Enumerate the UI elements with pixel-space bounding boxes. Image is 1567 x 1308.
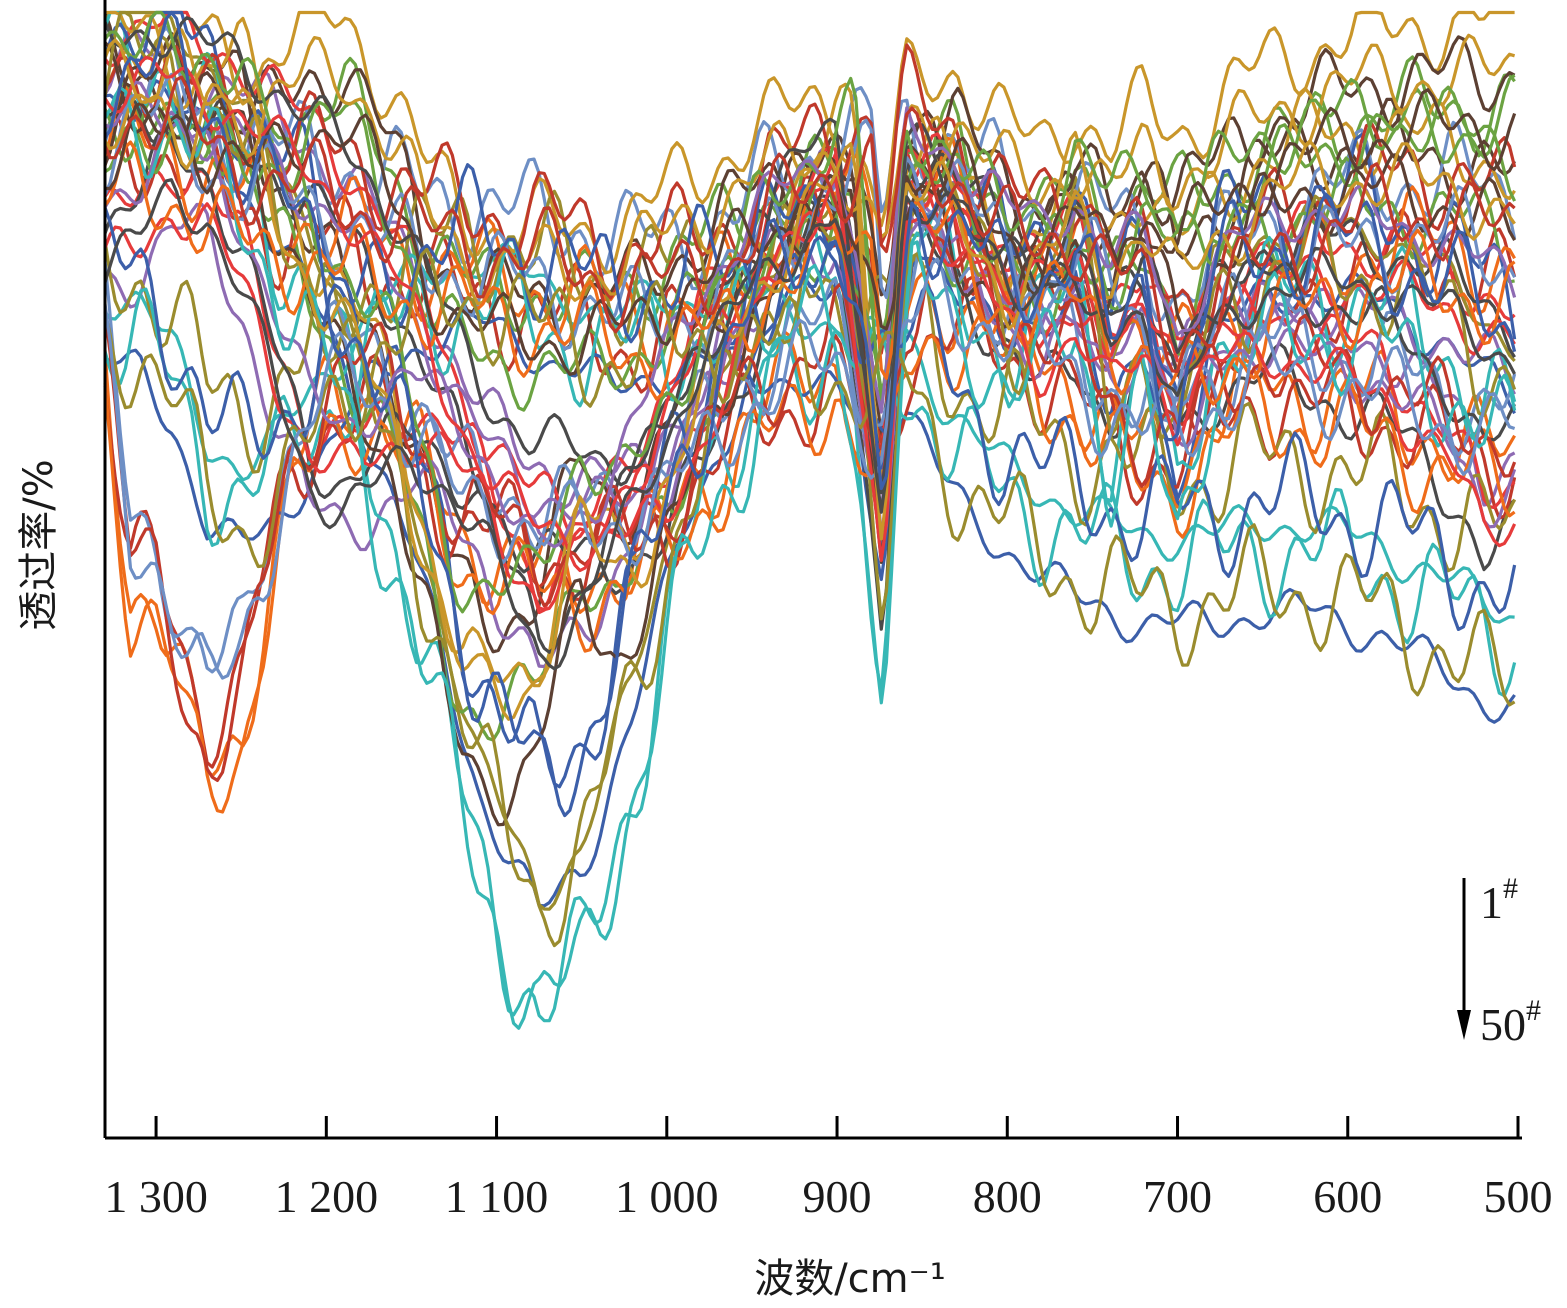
series-line-27 — [104, 74, 1516, 412]
series-line-31 — [103, 41, 1516, 827]
x-axis-tick-labels: 1 300 1 200 1 100 1 000 900 800 700 600 500 — [104, 1171, 1552, 1222]
x-axis-title: 波数/cm⁻¹ — [754, 1256, 946, 1302]
series-line-47 — [103, 38, 1516, 721]
legend-start-label: 1# — [1480, 872, 1518, 928]
x-tick-label-1100: 1 100 — [445, 1171, 549, 1222]
x-tick-label-700: 700 — [1143, 1171, 1212, 1222]
series-line-50 — [103, 75, 1516, 374]
series-line-35 — [103, 27, 1516, 306]
series-line-6 — [103, 270, 1516, 778]
y-axis-title: 透过率/% — [16, 459, 62, 630]
series-line-46 — [103, 257, 1516, 680]
legend: 1# 50# — [1457, 872, 1541, 1050]
series-line-45 — [103, 247, 1516, 707]
series-line-22 — [103, 210, 1517, 674]
x-tick-label-1000: 1 000 — [615, 1171, 719, 1222]
x-tick-label-1200: 1 200 — [275, 1171, 379, 1222]
series-line-49 — [103, 10, 1517, 818]
x-tick-label-600: 600 — [1313, 1171, 1382, 1222]
x-tick-label-1300: 1 300 — [104, 1171, 208, 1222]
series-line-30 — [103, 315, 1516, 814]
series-line-32 — [103, 183, 1516, 612]
series-line-3 — [103, 55, 1516, 339]
series-line-48 — [103, 178, 1517, 671]
series-line-26 — [103, 43, 1517, 336]
legend-end-label: 50# — [1480, 994, 1541, 1050]
x-axis-ticks — [154, 1116, 1520, 1138]
x-tick-label-900: 900 — [803, 1171, 872, 1222]
series-lines — [103, 10, 1517, 1030]
x-tick-label-800: 800 — [973, 1171, 1042, 1222]
series-line-11 — [103, 10, 1515, 275]
series-line-37 — [103, 163, 1517, 631]
series-line-36 — [103, 16, 1517, 495]
series-line-40 — [103, 106, 1517, 549]
series-line-21 — [103, 189, 1517, 573]
series-line-14 — [103, 275, 1517, 769]
legend-arrow-head — [1457, 1010, 1471, 1040]
x-tick-label-500: 500 — [1484, 1171, 1553, 1222]
